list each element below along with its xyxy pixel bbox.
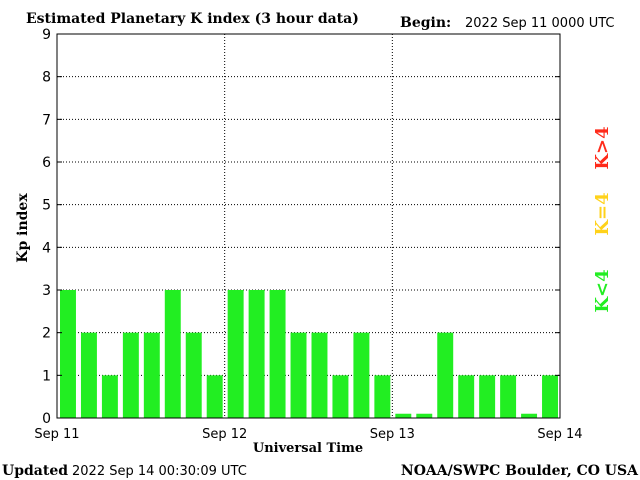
kp-bar — [311, 332, 328, 418]
kp-bar — [374, 375, 391, 418]
kp-bar — [185, 332, 202, 418]
kp-bar — [60, 290, 76, 418]
kp-bar — [416, 413, 433, 418]
kp-bar — [101, 375, 118, 418]
legend-k-less-4: K<4 — [592, 269, 613, 312]
kp-bar — [521, 413, 538, 418]
kp-bar — [143, 332, 160, 418]
kp-bar — [290, 332, 307, 418]
y-axis-label: Kp index — [15, 193, 31, 263]
plot-frame — [56, 33, 561, 419]
legend-k-equal-4: K=4 — [592, 192, 613, 235]
y-tick-label: 9 — [42, 27, 51, 43]
kp-bar — [164, 290, 181, 418]
x-tick-label: Sep 12 — [202, 427, 247, 442]
kp-bar — [437, 332, 454, 418]
kp-bar — [479, 375, 496, 418]
x-tick-label: Sep 14 — [537, 427, 582, 442]
x-axis-label: Universal Time — [253, 441, 363, 456]
x-tick-label: Sep 13 — [370, 427, 415, 442]
kp-bar — [353, 332, 370, 418]
kp-bar — [80, 332, 97, 418]
y-tick-label: 3 — [42, 283, 51, 299]
begin-label: Begin: — [400, 15, 451, 31]
begin-value: 2022 Sep 11 0000 UTC — [465, 16, 615, 31]
updated-label: Updated — [2, 463, 68, 479]
kp-bar — [500, 375, 517, 418]
x-tick-label: Sep 11 — [34, 427, 79, 442]
legend-k-greater-4: K>4 — [592, 126, 613, 169]
y-tick-label: 0 — [42, 411, 51, 427]
kp-bar — [122, 332, 139, 418]
credit-text: NOAA/SWPC Boulder, CO USA — [401, 463, 639, 479]
kp-bar — [395, 413, 412, 418]
kp-bar — [248, 290, 265, 418]
kp-bar — [206, 375, 223, 418]
y-tick-label: 2 — [42, 326, 51, 342]
kp-bar — [227, 290, 244, 418]
plot-area: 0 1 2 3 4 5 6 7 8 9 Sep 11 Sep 12 Sep 13 Sep 14 — [34, 27, 582, 442]
kp-bar — [269, 290, 286, 418]
y-tick-label: 5 — [42, 198, 51, 214]
y-tick-label: 6 — [42, 155, 51, 171]
y-tick-label: 8 — [42, 70, 51, 86]
updated-value: 2022 Sep 14 00:30:09 UTC — [72, 464, 247, 479]
kp-bar — [458, 375, 475, 418]
legend: K>4 K=4 K<4 — [592, 126, 613, 312]
kp-bar — [542, 375, 558, 418]
y-tick-label: 4 — [42, 240, 51, 256]
y-tick-label: 7 — [42, 112, 51, 128]
chart-title: Estimated Planetary K index (3 hour data… — [26, 11, 359, 27]
kp-bar — [332, 375, 349, 418]
y-tick-label: 1 — [42, 368, 51, 384]
